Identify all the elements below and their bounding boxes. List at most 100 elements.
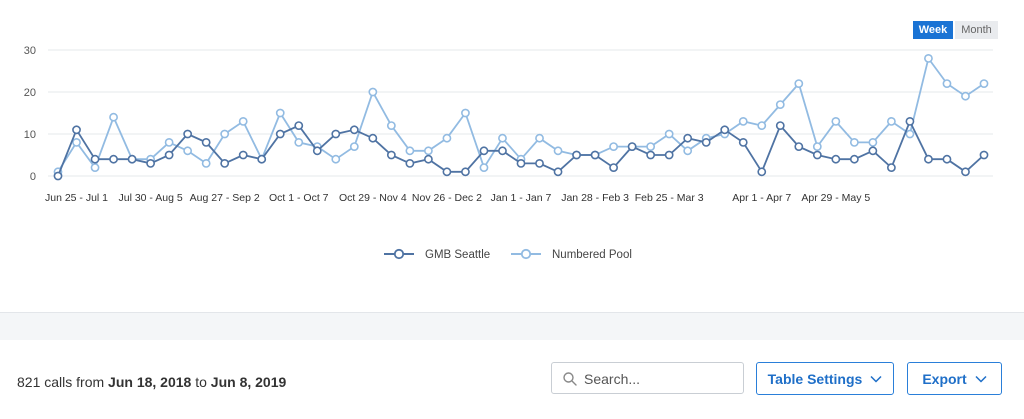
- data-point: [516, 158, 526, 168]
- legend-marker: [393, 248, 405, 260]
- data-point: [757, 121, 767, 130]
- data-point: [812, 150, 822, 160]
- data-point: [238, 117, 248, 126]
- data-point: [109, 154, 118, 164]
- data-point: [775, 100, 785, 109]
- data-point: [164, 137, 174, 147]
- search-input[interactable]: [582, 363, 741, 395]
- table-toolbar: 821 calls from Jun 18, 2018 to Jun 8, 20…: [0, 340, 1024, 419]
- data-point: [201, 137, 211, 147]
- data-point: [479, 163, 489, 172]
- legend-marker: [520, 248, 532, 260]
- section-divider: [0, 313, 1024, 340]
- date-from: Jun 18, 2018: [108, 374, 192, 390]
- data-point: [498, 146, 507, 156]
- x-tick-label: Apr 29 - May 5: [801, 192, 870, 204]
- data-point: [961, 91, 970, 101]
- data-point: [442, 133, 452, 143]
- y-tick-label: 20: [24, 87, 36, 99]
- data-point: [553, 167, 563, 177]
- data-point: [90, 163, 100, 172]
- data-point: [294, 137, 304, 147]
- data-point: [942, 79, 952, 88]
- x-tick-label: Nov 26 - Dec 2: [412, 192, 482, 204]
- data-point: [572, 150, 581, 160]
- data-point: [738, 117, 748, 126]
- data-point: [553, 146, 563, 156]
- chart-panel: 0 10 20 30 Jun 25 - Jul 1 Jul 30 - Aug 5 Aug 2…: [0, 21, 1024, 313]
- data-point: [812, 142, 822, 151]
- y-tick-label: 10: [24, 129, 36, 141]
- data-point: [275, 108, 285, 118]
- legend-label: Numbered Pool: [552, 249, 632, 261]
- data-point: [720, 125, 730, 135]
- data-point: [924, 154, 933, 164]
- data-point: [535, 133, 544, 143]
- x-tick-label: Oct 29 - Nov 4: [339, 192, 407, 204]
- data-point: [349, 125, 359, 135]
- data-point: [72, 137, 81, 147]
- series-line-1: [57, 56, 985, 173]
- chevron-down-icon: [870, 375, 882, 383]
- data-point: [220, 129, 230, 139]
- x-tick-label: Oct 1 - Oct 7: [269, 192, 329, 204]
- legend-label: GMB Seattle: [425, 249, 490, 261]
- data-point: [887, 117, 896, 126]
- chevron-down-icon: [975, 375, 987, 383]
- data-point: [924, 54, 933, 63]
- table-settings-button[interactable]: Table Settings: [756, 362, 894, 395]
- data-point: [331, 154, 341, 164]
- data-point: [868, 146, 878, 156]
- data-point: [794, 79, 804, 88]
- search-icon: [563, 372, 577, 386]
- table-settings-label: Table Settings: [767, 370, 863, 387]
- data-point: [627, 142, 637, 151]
- x-tick-label: Jul 30 - Aug 5: [118, 192, 182, 204]
- data-point: [275, 129, 285, 139]
- export-button[interactable]: Export: [907, 362, 1002, 395]
- data-point: [683, 133, 693, 143]
- export-label: Export: [922, 370, 967, 387]
- data-point: [183, 146, 193, 156]
- data-point: [849, 137, 859, 147]
- data-point: [831, 117, 841, 126]
- data-point: [164, 150, 174, 160]
- data-point: [479, 146, 489, 156]
- data-point: [90, 154, 100, 164]
- data-point: [498, 133, 507, 143]
- x-tick-label: Jun 25 - Jul 1: [45, 192, 108, 204]
- data-point: [831, 154, 841, 164]
- search-box: [551, 362, 744, 395]
- data-point: [905, 117, 915, 126]
- data-point: [590, 150, 600, 160]
- data-point: [294, 121, 304, 130]
- data-point: [609, 142, 618, 151]
- data-point: [535, 158, 544, 168]
- data-point: [868, 137, 878, 147]
- data-point: [257, 154, 267, 164]
- date-to: Jun 8, 2019: [210, 374, 287, 390]
- data-point: [423, 154, 433, 164]
- data-point: [887, 163, 896, 172]
- calls-count-text: 821 calls from: [17, 374, 109, 390]
- week-toggle-button[interactable]: Week: [913, 21, 953, 39]
- line-chart: 0 10 20 30 Jun 25 - Jul 1 Jul 30 - Aug 5 Aug 2…: [24, 45, 993, 261]
- series-line-0: [57, 119, 985, 177]
- data-point: [775, 121, 785, 130]
- data-point: [368, 133, 378, 143]
- data-point: [683, 146, 693, 156]
- data-point: [238, 150, 248, 160]
- data-point: [942, 154, 952, 164]
- data-point: [183, 129, 193, 139]
- month-toggle-button[interactable]: Month: [955, 21, 998, 39]
- data-point: [312, 146, 322, 156]
- data-point: [146, 158, 155, 168]
- data-point: [738, 137, 748, 147]
- data-point: [664, 150, 674, 160]
- x-tick-label: Apr 1 - Apr 7: [732, 192, 791, 204]
- data-point: [442, 167, 452, 177]
- data-point: [386, 121, 396, 130]
- data-point: [109, 112, 118, 122]
- data-point: [53, 171, 63, 181]
- data-point: [220, 158, 230, 168]
